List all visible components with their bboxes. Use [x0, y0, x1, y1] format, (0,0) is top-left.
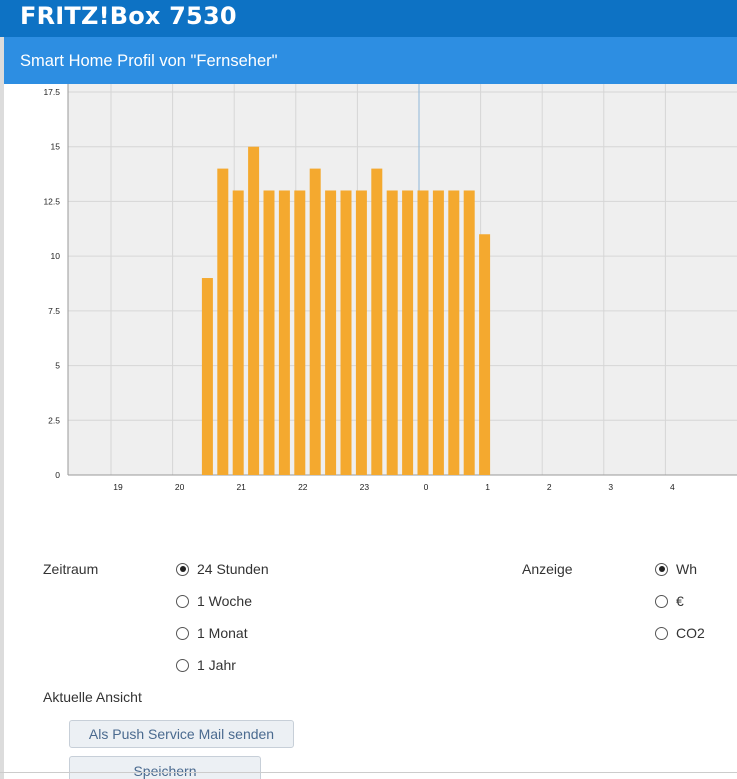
- radio-button[interactable]: [655, 594, 668, 608]
- y-tick-label: 17.5: [43, 87, 60, 97]
- bar: [402, 190, 414, 475]
- radio-label: 1 Monat: [197, 625, 248, 641]
- x-tick-label: 0: [424, 482, 429, 492]
- bar: [355, 190, 367, 475]
- anzeige-label: Anzeige: [522, 561, 573, 577]
- radio-button[interactable]: [176, 594, 189, 608]
- radio-1-monat[interactable]: 1 Monat: [176, 625, 248, 641]
- y-tick-label: 0: [55, 470, 60, 480]
- x-tick-label: 19: [113, 482, 123, 492]
- bar: [248, 146, 260, 475]
- radio-24-stunden[interactable]: 24 Stunden: [176, 561, 269, 577]
- sub-header: Smart Home Profil von "Fernseher": [4, 37, 737, 84]
- radio-euro[interactable]: €: [655, 593, 684, 609]
- x-tick-label: 21: [236, 482, 246, 492]
- x-tick-label: 1: [485, 482, 490, 492]
- bar: [201, 278, 213, 475]
- bottom-divider: [0, 772, 737, 773]
- bar: [232, 190, 244, 475]
- bar: [463, 190, 475, 475]
- bar: [294, 190, 306, 475]
- radio-1-woche[interactable]: 1 Woche: [176, 593, 252, 609]
- radio-label: 1 Woche: [197, 593, 252, 609]
- radio-label: 1 Jahr: [197, 657, 236, 673]
- energy-chart: 0 2.5 5 7.5 10 12.5 15 17.5 19 20 21 22 23 0 1 2 3 4: [4, 84, 737, 504]
- radio-label: 24 Stunden: [197, 561, 269, 577]
- radio-button[interactable]: [655, 562, 668, 576]
- bar: [386, 190, 398, 475]
- radio-wh[interactable]: Wh: [655, 561, 697, 577]
- bar: [371, 168, 383, 475]
- x-tick-label: 22: [298, 482, 308, 492]
- bar: [432, 190, 444, 475]
- y-tick-label: 10: [51, 251, 61, 261]
- aktuelle-ansicht-label: Aktuelle Ansicht: [43, 689, 142, 705]
- left-rail: [0, 37, 4, 779]
- save-button[interactable]: Speichern: [69, 756, 261, 779]
- x-tick-label: 2: [547, 482, 552, 492]
- x-tick-label: 3: [608, 482, 613, 492]
- radio-1-jahr[interactable]: 1 Jahr: [176, 657, 236, 673]
- bar: [263, 190, 275, 475]
- radio-button[interactable]: [176, 658, 189, 672]
- radio-label: €: [676, 593, 684, 609]
- radio-button[interactable]: [176, 626, 189, 640]
- radio-button[interactable]: [176, 562, 189, 576]
- y-tick-label: 15: [51, 142, 61, 152]
- push-service-mail-button[interactable]: Als Push Service Mail senden: [69, 720, 294, 748]
- bar: [479, 234, 491, 475]
- x-tick-label: 23: [360, 482, 370, 492]
- x-tick-label: 4: [670, 482, 675, 492]
- radio-label: CO2: [676, 625, 705, 641]
- y-tick-label: 7.5: [48, 306, 60, 316]
- x-tick-label: 20: [175, 482, 185, 492]
- bar: [309, 168, 321, 475]
- page-title: Smart Home Profil von "Fernseher": [20, 52, 278, 70]
- bar: [448, 190, 460, 475]
- y-tick-label: 5: [55, 361, 60, 371]
- y-tick-label: 12.5: [43, 196, 60, 206]
- bar: [340, 190, 352, 475]
- top-bar: FRITZ!Box 7530: [0, 0, 737, 37]
- bar: [217, 168, 229, 475]
- radio-label: Wh: [676, 561, 697, 577]
- y-tick-label: 2.5: [48, 415, 60, 425]
- bar: [278, 190, 290, 475]
- zeitraum-label: Zeitraum: [43, 561, 99, 577]
- bar: [417, 190, 429, 475]
- bar: [325, 190, 337, 475]
- radio-button[interactable]: [655, 626, 668, 640]
- radio-co2[interactable]: CO2: [655, 625, 705, 641]
- app-title: FRITZ!Box 7530: [20, 2, 237, 30]
